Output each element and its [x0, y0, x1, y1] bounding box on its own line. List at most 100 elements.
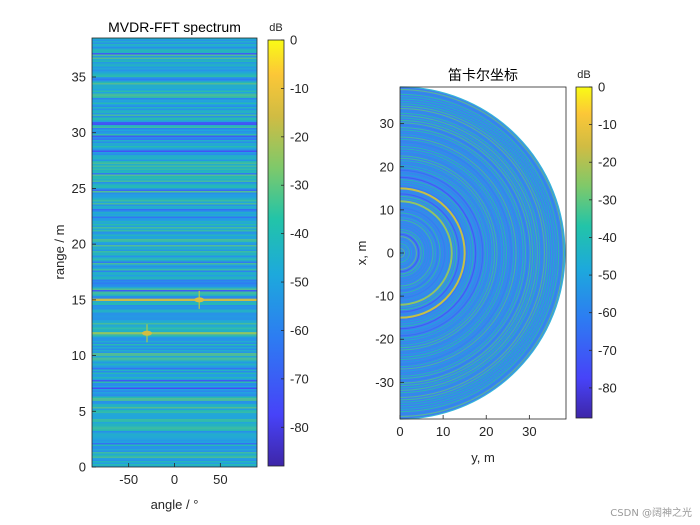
heatmap-stripe [92, 393, 257, 395]
heatmap-stripe [92, 384, 257, 386]
heatmap-stripe [92, 455, 257, 457]
heatmap-stripe [92, 218, 257, 220]
heatmap-stripe [92, 66, 257, 68]
heatmap-stripe [92, 270, 257, 272]
heatmap-stripe [92, 69, 257, 71]
heatmap-stripe [92, 224, 257, 226]
watermark: CSDN @阔神之光 [610, 508, 692, 519]
heatmap-stripe [92, 422, 257, 424]
heatmap-stripe [92, 452, 257, 454]
heatmap-stripe [92, 209, 257, 211]
heatmap-stripe [92, 65, 257, 67]
heatmap-stripe [92, 297, 257, 299]
heatmap-stripe [92, 267, 257, 269]
heatmap-stripe [92, 96, 257, 98]
heatmap-stripe [92, 237, 257, 239]
range-ring [400, 105, 548, 401]
range-ring [400, 89, 564, 417]
heatmap-stripe [92, 449, 257, 451]
x-tick-label: 20 [479, 424, 493, 439]
heatmap-stripe [92, 44, 257, 46]
heatmap-stripe [92, 396, 257, 398]
heatmap-stripe [92, 164, 257, 166]
heatmap-stripe [92, 357, 257, 359]
heatmap-stripe [92, 161, 257, 163]
heatmap-stripe [92, 86, 257, 88]
heatmap-stripe [92, 203, 257, 205]
heatmap-stripe [92, 219, 257, 221]
range-line [92, 298, 257, 302]
range-ring [400, 119, 534, 387]
range-ring [400, 96, 557, 410]
heatmap-stripe [92, 387, 257, 389]
mvdr-title: MVDR-FFT spectrum [108, 19, 241, 35]
heatmap-stripe [92, 162, 257, 164]
heatmap-stripe [92, 143, 257, 145]
heatmap-stripe [92, 441, 257, 443]
heatmap-stripe [92, 416, 257, 418]
range-ring [400, 93, 560, 413]
heatmap-stripe [92, 344, 257, 346]
heatmap-stripe [92, 404, 257, 406]
heatmap-stripe [92, 78, 257, 80]
heatmap-stripe [92, 362, 257, 364]
y-tick-label: 15 [72, 292, 86, 307]
heatmap-stripe [92, 317, 257, 319]
colorbar-tick-label: -70 [598, 343, 617, 358]
y-tick-label: 5 [79, 404, 86, 419]
range-ring [400, 245, 408, 261]
y-tick-label: 30 [72, 125, 86, 140]
cartesian-x-ticks: 0 10 20 30 [396, 415, 537, 439]
heatmap-stripe [92, 243, 257, 245]
colorbar-tick-label: -80 [290, 420, 309, 435]
heatmap-stripe [92, 212, 257, 214]
cartesian-colorbar-ticks: 0 -10 -20 -30 -40 -50 -60 -70 -80 [589, 80, 617, 395]
heatmap-stripe [92, 197, 257, 199]
heatmap-stripe [92, 326, 257, 328]
heatmap-stripe [92, 84, 257, 86]
y-tick-label: 30 [380, 116, 394, 131]
heatmap-stripe [92, 195, 257, 197]
heatmap-stripe [92, 284, 257, 286]
heatmap-stripe [92, 308, 257, 310]
heatmap-stripe [92, 287, 257, 289]
heatmap-stripe [92, 249, 257, 251]
heatmap-stripe [92, 447, 257, 449]
y-tick-label: 0 [79, 460, 86, 475]
heatmap-stripe [92, 342, 257, 344]
heatmap-stripe [92, 222, 257, 224]
heatmap-stripe [92, 80, 257, 82]
heatmap-stripe [92, 255, 257, 257]
heatmap-stripe [92, 176, 257, 178]
range-ring [400, 160, 493, 346]
heatmap-stripe [92, 369, 257, 371]
heatmap-stripe [92, 141, 257, 143]
mvdr-features [92, 290, 257, 343]
heatmap-stripe [92, 360, 257, 362]
heatmap-stripe [92, 431, 257, 433]
range-ring [400, 181, 472, 325]
heatmap-stripe [92, 177, 257, 179]
heatmap-stripe [92, 227, 257, 229]
range-ring [400, 193, 460, 313]
heatmap-stripe [92, 182, 257, 184]
heatmap-stripe [92, 440, 257, 442]
y-tick-label: 20 [380, 159, 394, 174]
range-ring [400, 115, 538, 391]
mvdr-colorbar: 0 -10 -20 -30 -40 -50 -60 -70 -80 dB [267, 22, 309, 467]
heatmap-stripe [92, 216, 257, 218]
heatmap-stripe [92, 174, 257, 176]
heatmap-stripe [92, 353, 257, 355]
heatmap-stripe [92, 228, 257, 230]
heatmap-stripe [92, 72, 257, 74]
colorbar-tick-label: -40 [598, 230, 617, 245]
mvdr-heatmap-stripes [92, 38, 257, 467]
heatmap-stripe [92, 269, 257, 271]
heatmap-stripe [92, 327, 257, 329]
heatmap-stripe [92, 383, 257, 385]
heatmap-stripe [92, 395, 257, 397]
heatmap-stripe [92, 147, 257, 149]
heatmap-stripe [92, 294, 257, 296]
heatmap-stripe [92, 98, 257, 100]
mvdr-colorbar-ticks: 0 -10 -20 -30 -40 -50 -60 -70 -80 [281, 33, 309, 435]
